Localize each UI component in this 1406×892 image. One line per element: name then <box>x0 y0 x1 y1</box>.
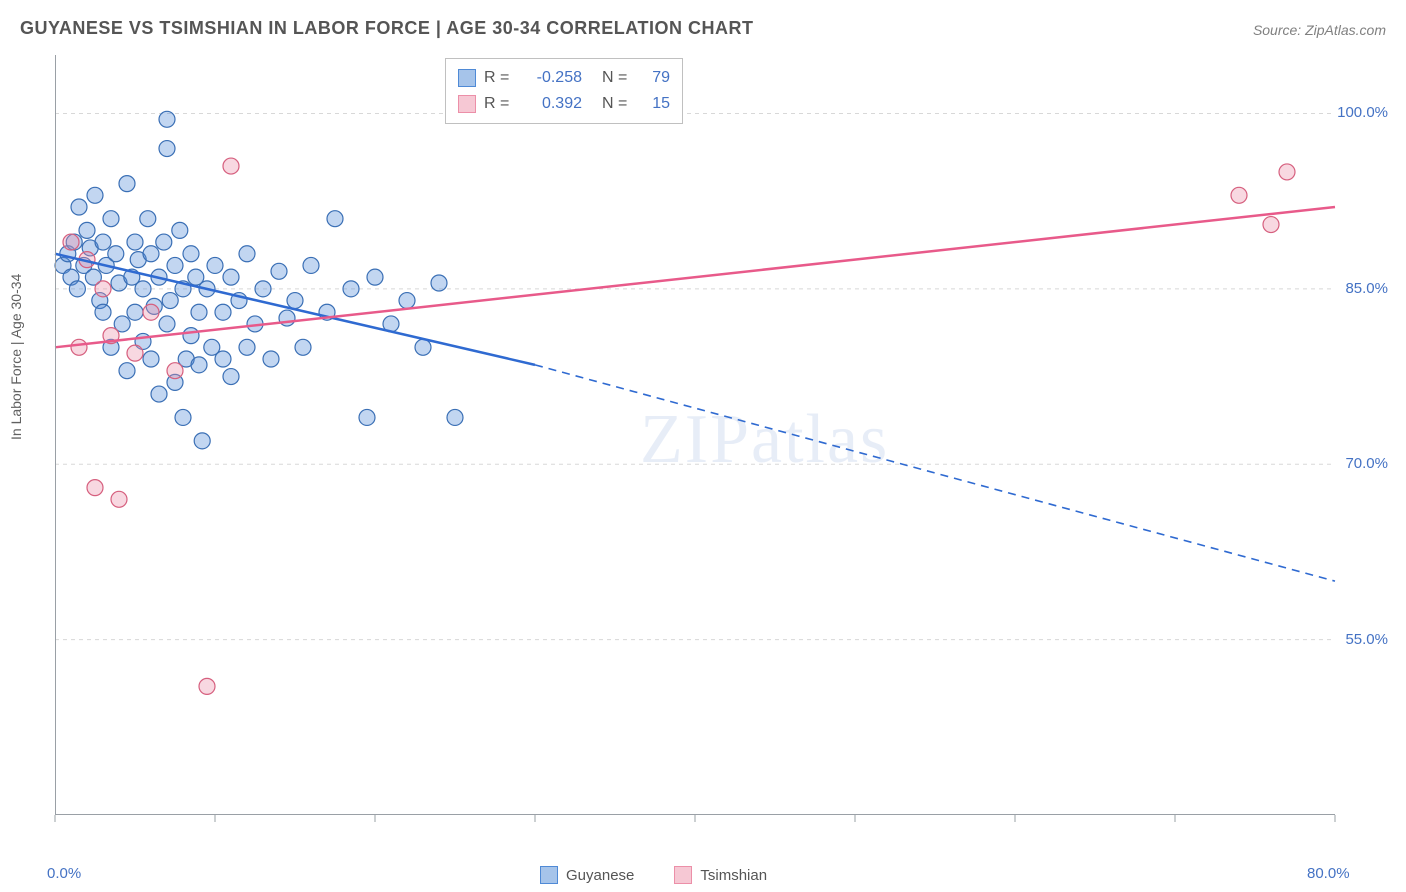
n-value: 79 <box>640 69 670 87</box>
legend-item-guyanese: Guyanese <box>540 866 634 884</box>
y-tick-label: 55.0% <box>1345 631 1388 648</box>
stat-label: N = <box>602 69 632 87</box>
y-tick-label: 70.0% <box>1345 455 1388 472</box>
stat-label: R = <box>484 95 514 113</box>
r-value: -0.258 <box>522 69 582 87</box>
source-attribution: Source: ZipAtlas.com <box>1253 22 1386 38</box>
legend-label: Tsimshian <box>700 867 767 884</box>
swatch-icon <box>458 69 476 87</box>
y-tick-label: 85.0% <box>1345 280 1388 297</box>
legend-item-tsimshian: Tsimshian <box>674 866 767 884</box>
y-tick-label: 100.0% <box>1337 104 1388 121</box>
legend-label: Guyanese <box>566 867 634 884</box>
chart-root: GUYANESE VS TSIMSHIAN IN LABOR FORCE | A… <box>0 0 1406 892</box>
stat-label: R = <box>484 69 514 87</box>
stat-label: N = <box>602 95 632 113</box>
x-tick-label: 80.0% <box>1307 865 1350 882</box>
r-value: 0.392 <box>522 95 582 113</box>
x-tick-label: 0.0% <box>47 865 81 882</box>
correlation-legend: R = -0.258 N = 79 R = 0.392 N = 15 <box>445 58 683 124</box>
swatch-icon <box>540 866 558 884</box>
plot-frame <box>55 55 1335 815</box>
swatch-icon <box>458 95 476 113</box>
series-legend: Guyanese Tsimshian <box>540 866 767 884</box>
n-value: 15 <box>640 95 670 113</box>
y-axis-label: In Labor Force | Age 30-34 <box>8 274 24 440</box>
correlation-row-guyanese: R = -0.258 N = 79 <box>458 65 670 91</box>
swatch-icon <box>674 866 692 884</box>
chart-title: GUYANESE VS TSIMSHIAN IN LABOR FORCE | A… <box>20 18 753 39</box>
correlation-row-tsimshian: R = 0.392 N = 15 <box>458 91 670 117</box>
